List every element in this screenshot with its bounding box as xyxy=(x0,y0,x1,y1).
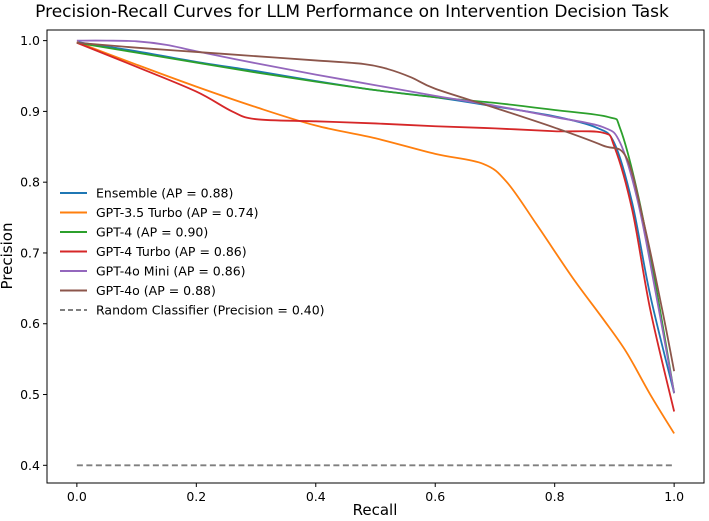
x-axis-label: Recall xyxy=(353,501,398,519)
x-tick-label: 0.6 xyxy=(425,489,445,504)
y-tick-label: 0.9 xyxy=(20,104,40,119)
legend-label-3: GPT-4 Turbo (AP = 0.86) xyxy=(96,244,247,259)
y-axis: 0.4 0.5 0.6 0.7 0.8 0.9 1.0 xyxy=(20,33,47,473)
x-tick-label: 0.8 xyxy=(545,489,565,504)
legend-label-6: Random Classifier (Precision = 0.40) xyxy=(96,303,325,318)
legend-label-1: GPT-3.5 Turbo (AP = 0.74) xyxy=(96,205,259,220)
legend: Ensemble (AP = 0.88) GPT-3.5 Turbo (AP = … xyxy=(60,186,325,318)
series-line-5 xyxy=(76,41,676,372)
legend-label-0: Ensemble (AP = 0.88) xyxy=(96,186,233,201)
series-line-4 xyxy=(76,39,676,394)
x-tick-label: 0.4 xyxy=(306,489,326,504)
y-tick-label: 1.0 xyxy=(20,33,40,48)
plot-area xyxy=(76,39,676,467)
y-tick-label: 0.5 xyxy=(20,387,40,402)
y-tick-label: 0.7 xyxy=(20,245,40,260)
series-line-3 xyxy=(76,41,676,412)
y-axis-label: Precision xyxy=(0,223,16,290)
x-axis: 0.0 0.2 0.4 0.6 0.8 1.0 xyxy=(67,483,684,504)
y-tick-label: 0.4 xyxy=(20,458,40,473)
x-tick-label: 0.0 xyxy=(67,489,87,504)
legend-label-4: GPT-4o Mini (AP = 0.86) xyxy=(96,264,246,279)
legend-label-5: GPT-4o (AP = 0.88) xyxy=(96,283,216,298)
series-line-1 xyxy=(76,41,675,434)
plot-frame xyxy=(46,29,705,484)
y-tick-label: 0.6 xyxy=(20,316,40,331)
legend-label-2: GPT-4 (AP = 0.90) xyxy=(96,225,208,240)
chart-title: Precision-Recall Curves for LLM Performa… xyxy=(35,2,669,22)
x-tick-label: 1.0 xyxy=(664,489,684,504)
y-tick-label: 0.8 xyxy=(20,175,40,190)
x-tick-label: 0.2 xyxy=(186,489,206,504)
